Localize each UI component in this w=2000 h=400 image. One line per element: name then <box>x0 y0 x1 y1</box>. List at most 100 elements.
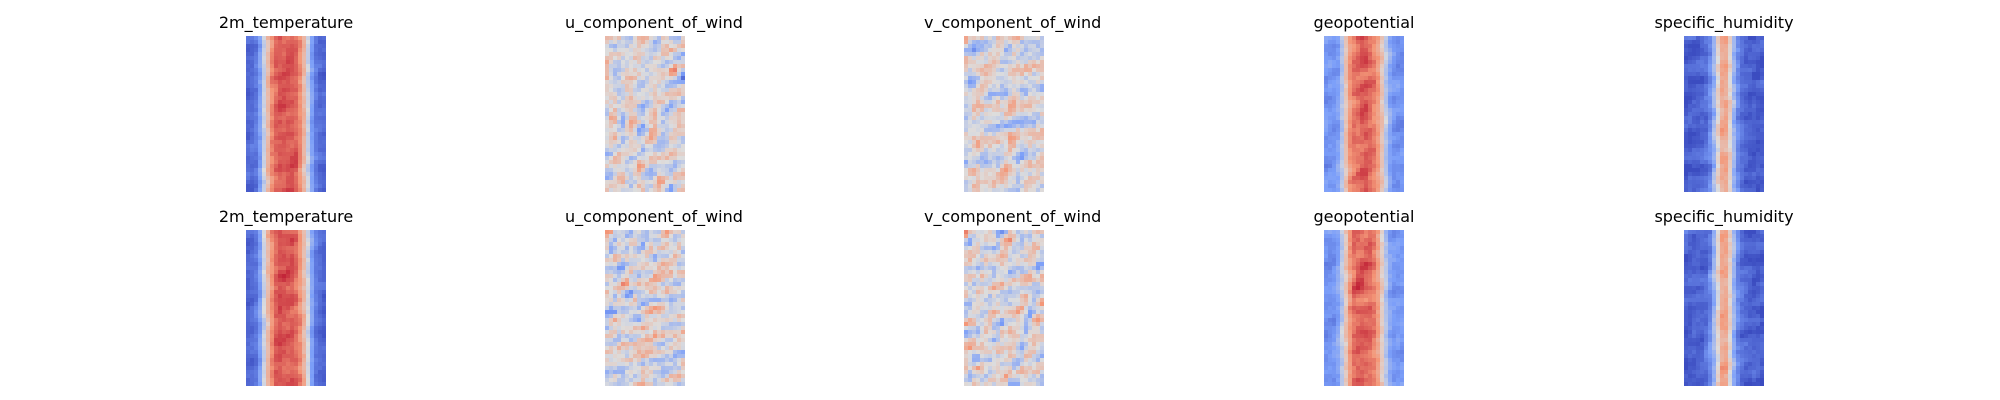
heatmap-cell <box>298 234 303 239</box>
heatmap-cell <box>1328 84 1333 89</box>
heatmap-cell <box>677 136 682 141</box>
heatmap-cell <box>1032 60 1037 65</box>
heatmap-cell <box>302 56 307 61</box>
heatmap-cell <box>629 172 634 177</box>
heatmap-cell <box>629 274 634 279</box>
heatmap-cell <box>262 374 267 379</box>
heatmap-cell <box>996 92 1001 97</box>
heatmap-cell <box>274 188 279 192</box>
heatmap-cell <box>964 80 969 85</box>
heatmap-cell <box>1336 128 1341 133</box>
heatmap-cell <box>621 76 626 81</box>
heatmap-cell <box>1364 132 1369 137</box>
heatmap-cell <box>1392 84 1397 89</box>
heatmap-cell <box>613 92 618 97</box>
heatmap-cell <box>1016 76 1021 81</box>
heatmap-cell <box>270 342 275 347</box>
heatmap-cell <box>613 84 618 89</box>
heatmap-cell <box>1724 140 1729 145</box>
heatmap-cell <box>1344 144 1349 149</box>
heatmap-cell <box>262 64 267 69</box>
heatmap-cell <box>1016 48 1021 53</box>
heatmap-cell <box>258 112 263 117</box>
heatmap-cell <box>1712 148 1717 153</box>
heatmap-cell <box>250 362 255 367</box>
heatmap-cell <box>1724 104 1729 109</box>
heatmap-cell <box>250 72 255 77</box>
heatmap-cell <box>290 282 295 287</box>
heatmap-cell <box>1720 100 1725 105</box>
heatmap-cell <box>302 156 307 161</box>
heatmap-cell <box>246 88 251 93</box>
heatmap-cell <box>310 282 315 287</box>
heatmap-cell <box>1708 156 1713 161</box>
heatmap-cell <box>992 44 997 49</box>
heatmap-cell <box>605 116 610 121</box>
heatmap-cell <box>1028 100 1033 105</box>
heatmap-cell <box>1368 172 1373 177</box>
heatmap-cell <box>1352 124 1357 129</box>
heatmap-cell <box>1368 176 1373 181</box>
heatmap-cell <box>314 274 319 279</box>
heatmap-cell <box>270 60 275 65</box>
heatmap-cell <box>274 358 279 363</box>
heatmap-cell <box>1756 40 1761 45</box>
heatmap-cell <box>972 92 977 97</box>
heatmap-cell <box>976 44 981 49</box>
heatmap-cell <box>988 152 993 157</box>
heatmap-cell <box>669 112 674 117</box>
heatmap-cell <box>1364 172 1369 177</box>
heatmap-cell <box>621 282 626 287</box>
heatmap-cell <box>637 172 642 177</box>
heatmap-cell <box>1740 136 1745 141</box>
heatmap-cell <box>310 96 315 101</box>
heatmap-cell <box>1024 136 1029 141</box>
heatmap-cell <box>609 238 614 243</box>
heatmap-cell <box>314 160 319 165</box>
heatmap-cell <box>306 164 311 169</box>
heatmap-cell <box>964 148 969 153</box>
heatmap-cell <box>314 290 319 295</box>
heatmap-cell <box>605 230 610 235</box>
heatmap-cell <box>1036 68 1041 73</box>
heatmap-cell <box>1328 152 1333 157</box>
heatmap-cell <box>258 358 263 363</box>
heatmap-cell <box>1384 172 1389 177</box>
heatmap-cell <box>1716 108 1721 113</box>
heatmap-cell <box>1332 36 1337 41</box>
heatmap-cell <box>964 76 969 81</box>
heatmap-cell <box>1700 160 1705 165</box>
heatmap-cell <box>609 266 614 271</box>
heatmap-cell <box>653 116 658 121</box>
heatmap-cell <box>1740 176 1745 181</box>
heatmap-cell <box>266 242 271 247</box>
heatmap-cell <box>1736 112 1741 117</box>
heatmap-cell <box>262 116 267 121</box>
heatmap-cell <box>1724 80 1729 85</box>
heatmap-cell <box>250 112 255 117</box>
heatmap-cell <box>1708 148 1713 153</box>
heatmap-cell <box>1036 40 1041 45</box>
heatmap-cell <box>258 100 263 105</box>
heatmap-cell <box>972 56 977 61</box>
heatmap-cell <box>657 112 662 117</box>
heatmap-cell <box>1360 88 1365 93</box>
heatmap-cell <box>1324 36 1329 41</box>
heatmap-cell <box>254 96 259 101</box>
heatmap-cell <box>629 100 634 105</box>
heatmap-cell <box>262 302 267 307</box>
heatmap-cell <box>282 306 287 311</box>
heatmap-cell <box>1760 112 1764 117</box>
heatmap-cell <box>609 148 614 153</box>
heatmap-cell <box>258 374 263 379</box>
heatmap-cell <box>250 382 255 386</box>
heatmap-cell <box>996 152 1001 157</box>
heatmap-cell <box>1760 72 1764 77</box>
heatmap-cell <box>262 298 267 303</box>
heatmap-cell <box>661 36 666 41</box>
heatmap-cell <box>254 286 259 291</box>
heatmap-cell <box>306 282 311 287</box>
heatmap-cell <box>278 342 283 347</box>
heatmap-cell <box>617 238 622 243</box>
heatmap-cell <box>605 64 610 69</box>
